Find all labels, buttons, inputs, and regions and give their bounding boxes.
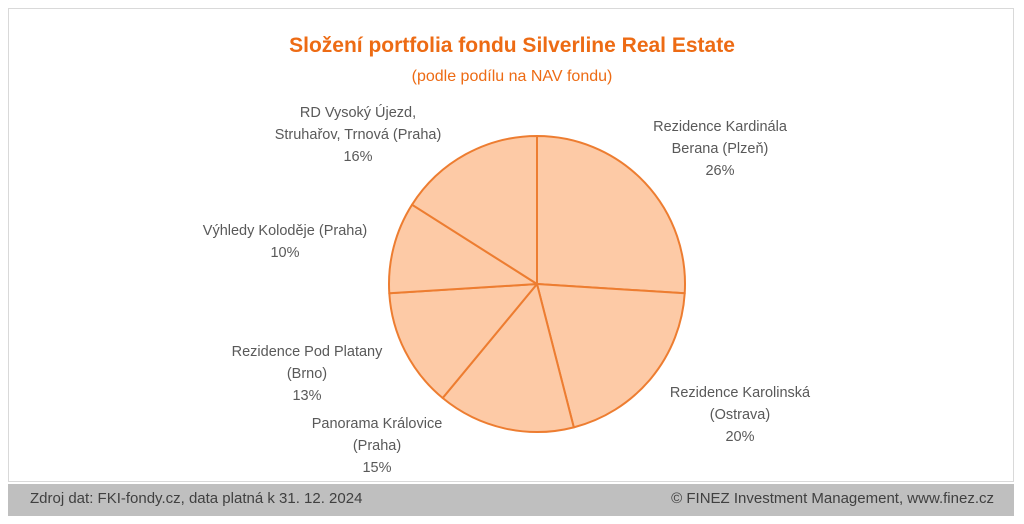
slice-label-kralovice: Panorama Královice (Praha) 15% bbox=[311, 416, 443, 476]
chart-title: Složení portfolia fondu Silverline Real … bbox=[289, 34, 735, 57]
data-source: Zdroj dat: FKI-fondy.cz, data platná k 3… bbox=[30, 490, 363, 507]
pie-slice-1 bbox=[536, 283, 686, 429]
pie-slice-0 bbox=[536, 135, 686, 295]
pie-slice-2 bbox=[441, 283, 575, 433]
slice-label-kardinala: Rezidence Kardinála Berana (Plzeň) 26% bbox=[653, 119, 787, 179]
pie-slice-3 bbox=[388, 283, 538, 400]
slice-label-koloděje: Výhledy Koloděje (Praha) 10% bbox=[202, 223, 368, 261]
slice-label-karolinska: Rezidence Karolinská (Ostrava) 20% bbox=[669, 385, 811, 445]
copyright: © FINEZ Investment Management, www.finez… bbox=[671, 490, 994, 507]
pie-slice-4 bbox=[387, 203, 538, 295]
slice-label-vysoky-ujezd: RD Vysoký Újezd, Struhařov, Trnová (Prah… bbox=[274, 105, 442, 165]
pie-slice-5 bbox=[411, 135, 538, 285]
slice-label-pod-platany: Rezidence Pod Platany (Brno) 13% bbox=[231, 344, 383, 404]
footer-bar: Zdroj dat: FKI-fondy.cz, data platná k 3… bbox=[8, 484, 1014, 516]
chart-subtitle: (podle podílu na NAV fondu) bbox=[411, 68, 613, 85]
